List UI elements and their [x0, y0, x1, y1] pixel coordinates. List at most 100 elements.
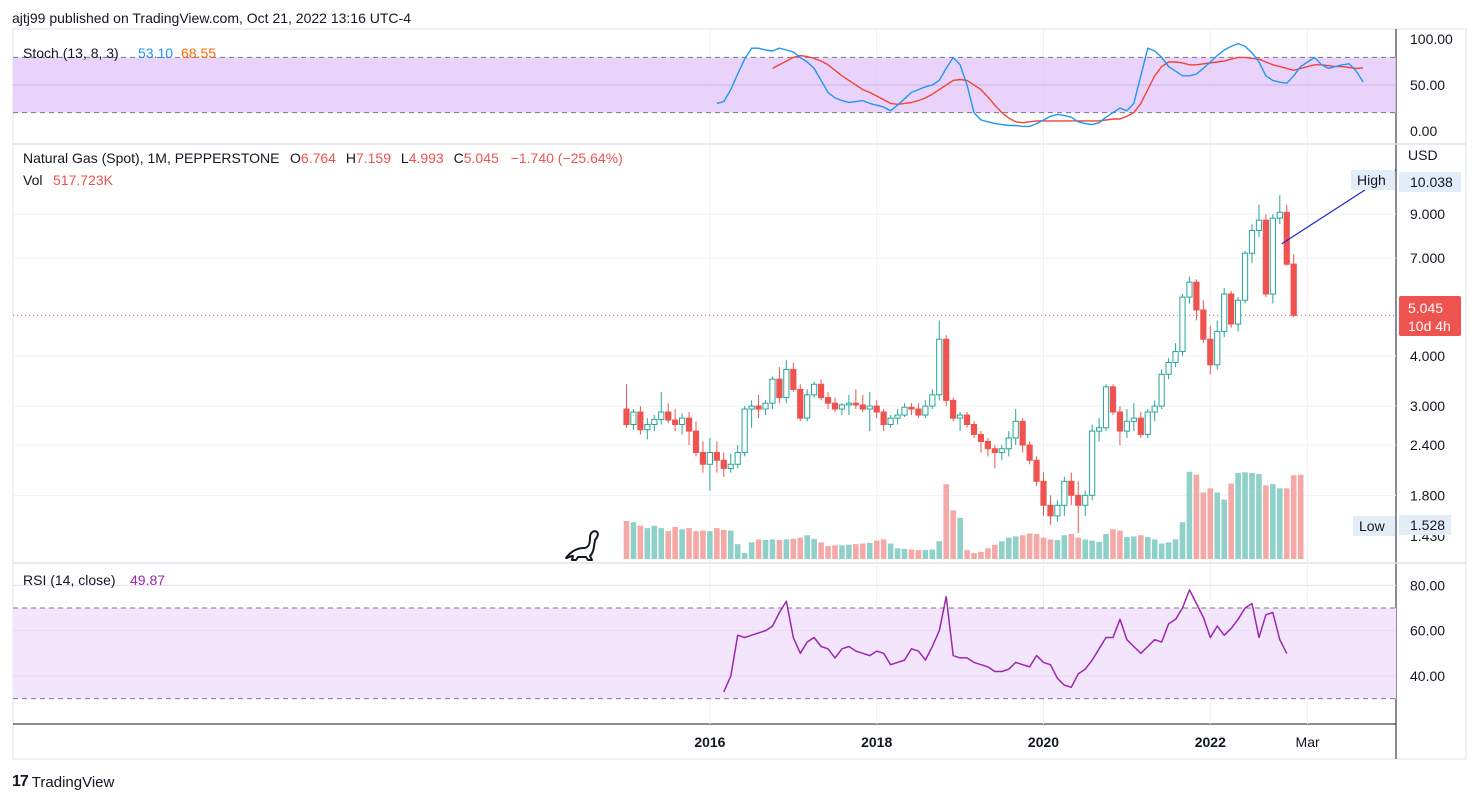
candle-body — [1172, 351, 1179, 364]
candle-body — [887, 417, 894, 425]
high-label: High — [1357, 172, 1386, 188]
volume-legend-key: Vol — [23, 172, 42, 188]
candle-body — [957, 414, 964, 419]
candle-body — [672, 419, 679, 425]
volume-bar — [999, 541, 1005, 559]
low-value-box — [1399, 515, 1451, 535]
volume-bar — [1158, 543, 1165, 559]
candle-body — [1005, 437, 1012, 450]
chart-frame — [12, 28, 1467, 760]
volume-bar — [630, 522, 637, 559]
candle-body — [866, 405, 873, 410]
volume-bar — [672, 526, 678, 559]
ohlc-close-key: C — [454, 150, 464, 166]
volume-bar — [804, 535, 810, 559]
volume-bar — [1283, 488, 1290, 559]
grid-lines — [13, 29, 1396, 724]
stoch-y-tick-label: 0.00 — [1410, 123, 1437, 139]
stoch-k-line — [716, 42, 1364, 128]
volume-bar — [1256, 474, 1262, 559]
candle-body — [1207, 338, 1214, 366]
candle-body — [852, 402, 859, 406]
candle-body — [859, 404, 866, 410]
volume-bar — [950, 510, 956, 559]
tradingview-mark-icon: 17 — [12, 773, 29, 790]
ohlc-high-key: H — [346, 150, 356, 166]
candle-body — [1012, 420, 1019, 439]
volume-bar — [985, 548, 991, 559]
candle-body — [1276, 211, 1283, 219]
volume-bar — [700, 530, 706, 559]
x-tick-label: 2020 — [1028, 734, 1059, 750]
candle-body — [1241, 252, 1249, 301]
candle-body — [963, 414, 971, 425]
axis-labels: 2016 2018 2020 2022 Mar 100.00 50.00 0.00 9.000 7… — [694, 31, 1453, 750]
volume-bar — [1290, 475, 1297, 559]
candle-body — [894, 414, 901, 419]
candle-body — [1262, 219, 1270, 295]
high-marker[interactable]: High 10.038 — [1351, 170, 1461, 192]
volume-bar — [1033, 534, 1040, 559]
price-y-tick-label: 2.400 — [1410, 437, 1445, 453]
candle-body — [1137, 417, 1144, 435]
candle-body — [1151, 405, 1158, 413]
candle-body — [922, 405, 929, 416]
stochastic-panel[interactable] — [13, 42, 1396, 128]
candle-body — [1193, 281, 1200, 311]
volume-bar — [1193, 474, 1200, 559]
volume-bar — [1026, 533, 1033, 559]
volume-bar — [623, 521, 630, 559]
volume-bar — [1068, 534, 1075, 559]
volume-bar — [1110, 529, 1116, 559]
last-price-tag[interactable]: 5.045 10d 4h — [1399, 296, 1461, 336]
volume-bar — [637, 525, 644, 559]
volume-bar — [1089, 540, 1095, 559]
last-price-box — [1399, 296, 1461, 336]
candle-body — [1179, 296, 1186, 353]
volume-bar — [1082, 539, 1088, 559]
volume-bars — [623, 471, 1304, 559]
tradingview-brand: TradingView — [31, 773, 115, 791]
volume-bar — [1242, 472, 1248, 559]
volume-bar — [707, 531, 713, 559]
volume-bar — [748, 542, 755, 559]
volume-bar — [755, 539, 762, 559]
high-value: 10.038 — [1410, 174, 1453, 190]
ohlc-change: −1.740 (−25.64%) — [511, 150, 623, 166]
candle-body — [741, 408, 748, 454]
candle-body — [762, 402, 769, 410]
volume-bar — [1297, 474, 1304, 559]
volume-bar — [714, 528, 720, 559]
candle-body — [692, 430, 700, 454]
low-marker[interactable]: Low 1.430 1.528 — [1353, 515, 1451, 544]
candle-body — [748, 405, 755, 410]
candle-body — [1144, 411, 1151, 435]
candle-body — [790, 368, 797, 390]
candle-body — [727, 463, 734, 469]
candle-body — [831, 402, 839, 410]
rsi-line — [723, 589, 1288, 693]
rsi-legend-title: RSI (14, close) — [23, 572, 116, 588]
volume-bar — [1012, 536, 1019, 559]
candle-body — [1123, 420, 1131, 432]
volume-bar — [797, 537, 804, 559]
tradingview-logo[interactable]: 17 TradingView — [12, 773, 114, 791]
symbol-title[interactable]: Natural Gas (Spot), 1M, PEPPERSTONE — [23, 150, 280, 166]
candle-body — [797, 388, 804, 419]
volume-bar — [908, 549, 915, 559]
volume-bar — [922, 550, 929, 559]
volume-bar — [1270, 484, 1276, 559]
candle-body — [679, 417, 686, 425]
candle-body — [720, 459, 727, 469]
volume-bar — [790, 538, 797, 559]
rsi-panel[interactable] — [13, 584, 1396, 700]
volume-bar — [1096, 541, 1102, 559]
volume-bar — [1005, 537, 1012, 559]
candle-body — [1082, 494, 1089, 506]
candlestick-series[interactable] — [623, 169, 1397, 534]
rsi-band-fill — [13, 608, 1396, 699]
volume-bar — [1124, 537, 1130, 559]
volume-bar — [1040, 537, 1047, 559]
ohlc-readout: O6.764 H7.159 L4.993 C5.045 −1.740 (−25.… — [290, 150, 623, 166]
